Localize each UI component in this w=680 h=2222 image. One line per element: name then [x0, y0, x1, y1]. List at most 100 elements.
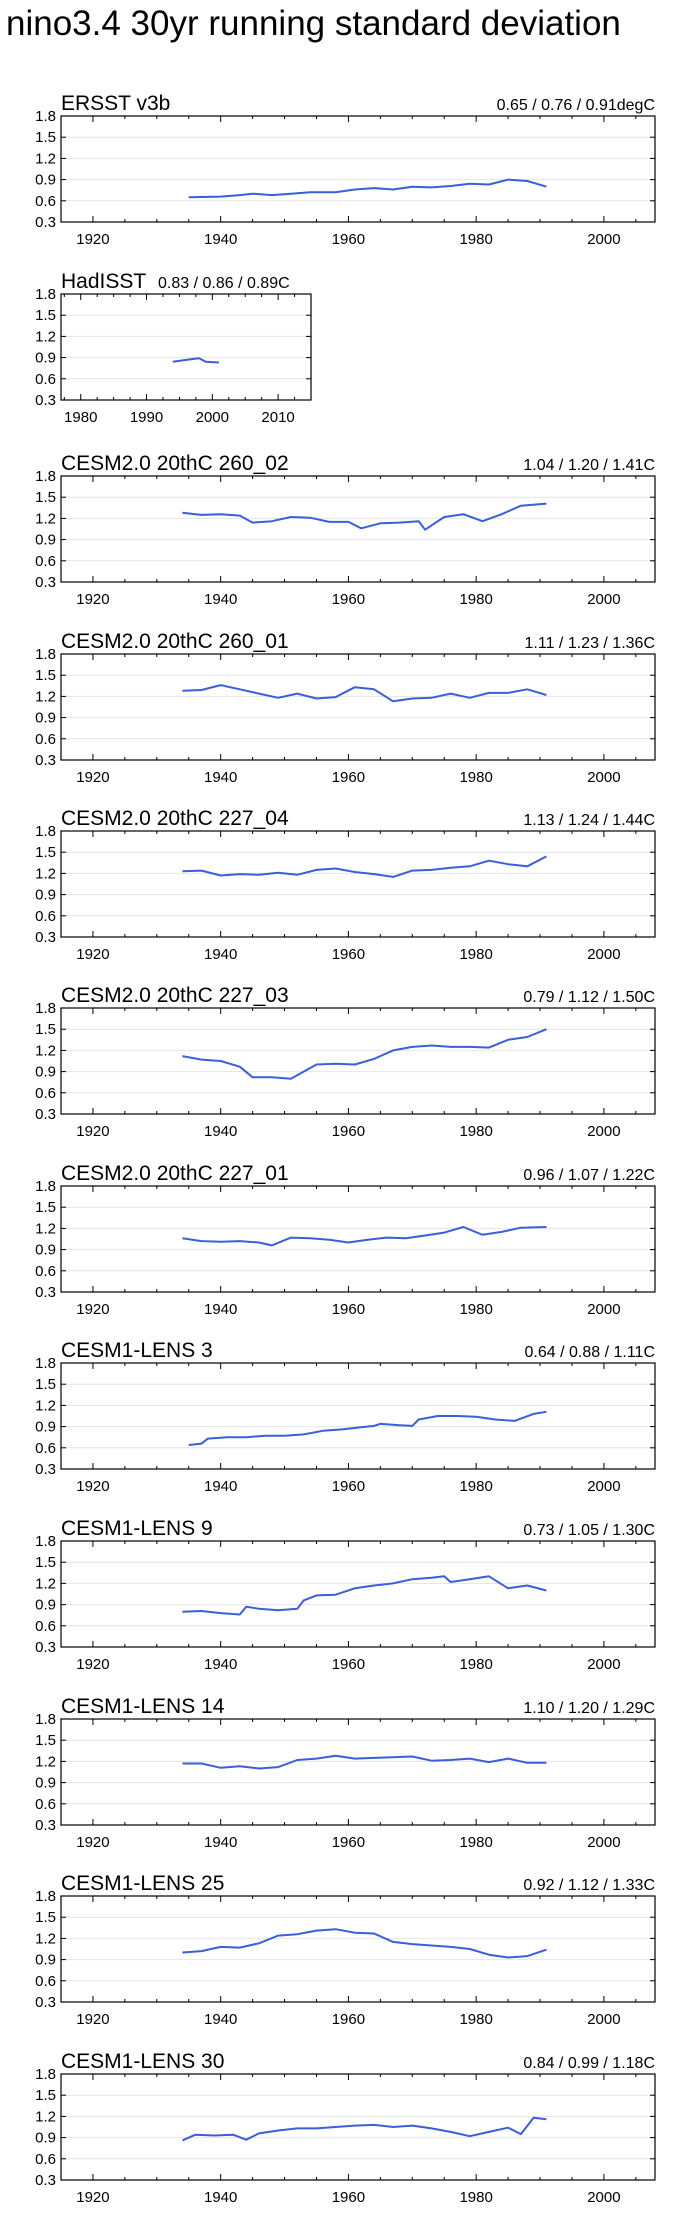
- plot-frame: [60, 293, 312, 401]
- x-tick-label: 1960: [332, 231, 365, 248]
- y-tick-label: 0.3: [35, 214, 56, 231]
- chart-panel-4: 0.3 0.6 0.9 1.2 1.5 1.8 1920 1940 1960 1980 2000 CE…: [35, 807, 656, 963]
- x-tick-label: 1920: [76, 231, 109, 248]
- x-tick-label: 2000: [587, 1478, 620, 1495]
- plot-frame: [60, 475, 656, 583]
- x-tick-label: 1960: [332, 1656, 365, 1673]
- y-tick-label: 0.9: [35, 1064, 56, 1081]
- y-tick-label: 1.2: [35, 1397, 56, 1414]
- x-tick-label: 1960: [332, 2189, 365, 2206]
- plot-frame: [60, 1007, 656, 1115]
- x-tick-label: 1960: [332, 1301, 365, 1318]
- y-tick-label: 1.8: [35, 1711, 56, 1728]
- y-tick-label: 1.5: [35, 1732, 56, 1749]
- x-tick-label: 1960: [332, 769, 365, 786]
- series-line: [182, 1575, 547, 1616]
- chart-title: CESM1-LENS 14: [61, 1695, 225, 1718]
- y-tick-label: 1.5: [35, 1021, 56, 1038]
- y-tick-label: 1.8: [35, 1000, 56, 1017]
- plot-frame: [60, 1362, 656, 1470]
- y-tick-label: 0.9: [35, 532, 56, 549]
- y-tick-label: 0.3: [35, 1639, 56, 1656]
- y-tick-label: 0.9: [35, 1775, 56, 1792]
- y-tick-label: 1.8: [35, 286, 56, 303]
- y-tick-label: 0.3: [35, 1817, 56, 1834]
- chart-title: CESM2.0 20thC 227_04: [61, 807, 289, 830]
- y-tick-label: 0.9: [35, 2130, 56, 2147]
- x-tick-label: 1980: [459, 1123, 492, 1140]
- y-tick-label: 1.8: [35, 1888, 56, 1905]
- x-tick-label: 1940: [204, 1656, 237, 1673]
- chart-stats: 1.10 / 1.20 / 1.29C: [523, 1700, 655, 1717]
- y-tick-label: 0.9: [35, 1952, 56, 1969]
- y-tick-label: 1.8: [35, 108, 56, 125]
- y-tick-label: 1.2: [35, 1042, 56, 1059]
- chart-panel-0: 0.3 0.6 0.9 1.2 1.5 1.8 1920 1940 1960 1980 2000 ER…: [35, 92, 656, 248]
- x-tick-label: 2000: [587, 2011, 620, 2028]
- chart-panel-9: 0.3 0.6 0.9 1.2 1.5 1.8 1920 1940 1960 1980 2000 CE…: [35, 1695, 656, 1851]
- chart-panel-11: 0.3 0.6 0.9 1.2 1.5 1.8 1920 1940 1960 1980 2000 CE…: [35, 2050, 656, 2206]
- x-tick-label: 2000: [196, 409, 229, 426]
- chart-panel-2: 0.3 0.6 0.9 1.2 1.5 1.8 1920 1940 1960 1980 2000 CE…: [35, 452, 656, 608]
- y-tick-label: 0.6: [35, 1618, 56, 1635]
- x-tick-label: 1920: [76, 1478, 109, 1495]
- x-tick-label: 2000: [587, 769, 620, 786]
- y-tick-label: 1.5: [35, 2087, 56, 2104]
- y-tick-label: 0.6: [35, 1440, 56, 1457]
- series-line: [182, 1928, 547, 1959]
- y-tick-label: 0.3: [35, 574, 56, 591]
- x-tick-label: 1920: [76, 1656, 109, 1673]
- y-tick-label: 1.2: [35, 510, 56, 527]
- x-tick-label: 1990: [130, 409, 163, 426]
- y-tick-label: 0.6: [35, 371, 56, 388]
- y-tick-label: 1.5: [35, 1199, 56, 1216]
- y-tick-label: 1.5: [35, 667, 56, 684]
- x-tick-label: 1920: [76, 2011, 109, 2028]
- x-tick-label: 1980: [459, 946, 492, 963]
- y-tick-label: 1.2: [35, 1575, 56, 1592]
- y-tick-label: 0.3: [35, 1994, 56, 2011]
- chart-title: CESM1-LENS 30: [61, 2050, 224, 2073]
- x-tick-label: 1960: [332, 946, 365, 963]
- series-line: [188, 1410, 547, 1446]
- y-tick-label: 1.5: [35, 1909, 56, 1926]
- y-tick-label: 1.8: [35, 468, 56, 485]
- page-title: nino3.4 30yr running standard deviation: [6, 4, 621, 43]
- x-tick-label: 1980: [459, 1834, 492, 1851]
- x-tick-label: 1960: [332, 1478, 365, 1495]
- x-tick-label: 1940: [204, 231, 237, 248]
- x-tick-label: 1960: [332, 1834, 365, 1851]
- y-tick-label: 0.3: [35, 392, 56, 409]
- plot-frame: [60, 1718, 656, 1826]
- chart-stats: 0.92 / 1.12 / 1.33C: [523, 1877, 655, 1894]
- x-tick-label: 2000: [587, 1656, 620, 1673]
- plot-frame: [60, 1895, 656, 2003]
- series-line: [182, 684, 547, 703]
- x-tick-label: 1920: [76, 591, 109, 608]
- x-tick-label: 1980: [459, 1478, 492, 1495]
- chart-panel-6: 0.3 0.6 0.9 1.2 1.5 1.8 1920 1940 1960 1980 2000 CE…: [35, 1162, 656, 1318]
- series-line: [181, 2116, 547, 2142]
- chart-title: ERSST v3b: [61, 92, 170, 115]
- y-tick-label: 1.2: [35, 150, 56, 167]
- y-tick-label: 1.8: [35, 1178, 56, 1195]
- chart-stats: 1.11 / 1.23 / 1.36C: [525, 635, 655, 652]
- x-tick-label: 1920: [76, 1123, 109, 1140]
- x-tick-label: 1980: [459, 769, 492, 786]
- chart-stats: 1.04 / 1.20 / 1.41C: [523, 457, 655, 474]
- y-tick-label: 0.3: [35, 1461, 56, 1478]
- x-tick-label: 1940: [204, 769, 237, 786]
- chart-panel-7: 0.3 0.6 0.9 1.2 1.5 1.8 1920 1940 1960 1980 2000 CE…: [35, 1339, 656, 1495]
- x-tick-label: 1940: [204, 2011, 237, 2028]
- y-tick-label: 0.9: [35, 350, 56, 367]
- y-tick-label: 0.6: [35, 908, 56, 925]
- y-tick-label: 1.8: [35, 1533, 56, 1550]
- y-tick-label: 1.2: [35, 1930, 56, 1947]
- y-tick-label: 1.8: [35, 646, 56, 663]
- x-tick-label: 2010: [261, 409, 294, 426]
- x-tick-label: 1940: [204, 1123, 237, 1140]
- x-tick-label: 1940: [204, 2189, 237, 2206]
- x-tick-label: 1980: [459, 591, 492, 608]
- chart-title: CESM2.0 20thC 260_01: [61, 630, 289, 653]
